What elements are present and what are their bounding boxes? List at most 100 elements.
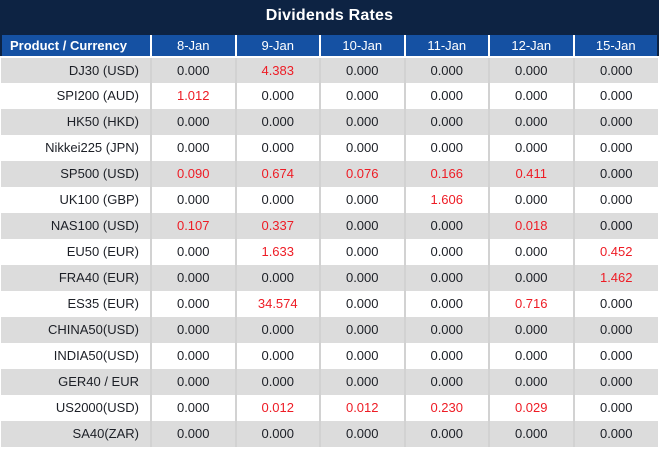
value-cell: 0.337: [235, 212, 321, 239]
value-cell: 0.076: [320, 160, 406, 187]
value-cell: 0.000: [151, 394, 237, 421]
table-row: CHINA50(USD) 0.000 0.000 0.000 0.000 0.0…: [1, 316, 658, 343]
value-cell: 0.107: [151, 212, 237, 239]
dividends-table: Product / Currency 8-Jan 9-Jan 10-Jan 11…: [0, 32, 659, 447]
value-cell: 0.000: [151, 134, 237, 161]
value-cell: 0.000: [404, 316, 490, 343]
product-cell: US2000(USD): [1, 394, 152, 421]
value-cell: 0.000: [489, 56, 575, 83]
value-cell: 0.012: [320, 394, 406, 421]
value-cell: 0.000: [489, 264, 575, 291]
product-cell: Nikkei225 (JPN): [1, 134, 152, 161]
value-cell: 0.000: [151, 186, 237, 213]
value-cell: 0.000: [320, 82, 406, 109]
value-cell: 0.000: [235, 186, 321, 213]
value-cell: 0.018: [489, 212, 575, 239]
product-cell: DJ30 (USD): [1, 56, 152, 83]
value-cell: 0.000: [320, 186, 406, 213]
date-header-2: 9-Jan: [234, 32, 320, 58]
value-cell: 0.000: [599, 348, 633, 363]
value-cell: 0.029: [489, 394, 575, 421]
value-cell: 1.633: [235, 238, 321, 265]
value-cell: 0.000: [320, 134, 406, 161]
value-cell: 0.090: [151, 160, 237, 187]
value-cell: 0.000: [235, 316, 321, 343]
value-cell: 0.000: [489, 420, 575, 447]
value-cell: 0.230: [404, 394, 490, 421]
table-row: SP500 (USD) 0.090 0.674 0.076 0.166 0.41…: [1, 160, 658, 187]
product-cell: HK50 (HKD): [1, 108, 152, 135]
header-row: Product / Currency 8-Jan 9-Jan 10-Jan 11…: [0, 32, 659, 58]
product-cell: INDIA50(USD): [1, 342, 152, 369]
product-cell: FRA40 (EUR): [1, 264, 152, 291]
value-cell: 0.000: [489, 316, 575, 343]
value-cell: 0.000: [320, 420, 406, 447]
value-cell: 0.000: [151, 290, 237, 317]
table-row: NAS100 (USD) 0.107 0.337 0.000 0.000 0.0…: [1, 212, 658, 239]
value-cell: 0.000: [151, 238, 237, 265]
product-cell: EU50 (EUR): [1, 238, 152, 265]
value-cell: 0.012: [235, 394, 321, 421]
value-cell: 4.383: [235, 56, 321, 83]
table-row: Nikkei225 (JPN) 0.000 0.000 0.000 0.000 …: [1, 134, 658, 161]
value-cell: 0.452: [599, 244, 633, 259]
date-header-1: 8-Jan: [150, 32, 236, 58]
value-cell: 0.000: [320, 264, 406, 291]
value-cell: 0.000: [320, 368, 406, 395]
value-cell: 0.000: [151, 342, 237, 369]
table-row: ES35 (EUR) 0.000 34.574 0.000 0.000 0.71…: [1, 290, 658, 317]
value-cell: 0.000: [599, 322, 633, 337]
value-cell: 0.000: [235, 82, 321, 109]
value-cell: 0.000: [404, 82, 490, 109]
table-row: FRA40 (EUR) 0.000 0.000 0.000 0.000 0.00…: [1, 264, 658, 291]
product-cell: CHINA50(USD): [1, 316, 152, 343]
value-cell: 34.574: [235, 290, 321, 317]
table-row: GER40 / EUR 0.000 0.000 0.000 0.000 0.00…: [1, 368, 658, 395]
product-cell: SA40(ZAR): [1, 420, 152, 447]
value-cell: 1.606: [404, 186, 490, 213]
value-cell: 0.000: [404, 108, 490, 135]
value-cell: 0.000: [235, 134, 321, 161]
value-cell: 0.000: [404, 342, 490, 369]
date-header-6: 15-Jan: [572, 32, 659, 58]
product-cell: UK100 (GBP): [1, 186, 152, 213]
value-cell: 0.000: [599, 218, 633, 233]
value-cell: 0.000: [404, 238, 490, 265]
value-cell: 0.000: [599, 62, 633, 78]
product-cell: SPI200 (AUD): [1, 82, 152, 109]
value-cell: 0.000: [235, 264, 321, 291]
value-cell: 0.000: [151, 56, 237, 83]
value-cell: 0.716: [489, 290, 575, 317]
value-cell: 0.000: [404, 264, 490, 291]
value-cell: 0.000: [235, 342, 321, 369]
value-cell: 0.000: [599, 400, 633, 415]
product-cell: ES35 (EUR): [1, 290, 152, 317]
value-cell: 0.000: [320, 342, 406, 369]
value-cell: 0.166: [404, 160, 490, 187]
value-cell: 0.000: [599, 374, 633, 389]
value-cell: 0.000: [404, 420, 490, 447]
date-header-3: 10-Jan: [319, 32, 405, 58]
value-cell: 0.000: [489, 342, 575, 369]
value-cell: 0.000: [235, 420, 321, 447]
product-cell: GER40 / EUR: [1, 368, 152, 395]
value-cell: 0.000: [235, 368, 321, 395]
value-cell: 0.000: [599, 296, 633, 311]
value-cell: 0.000: [404, 368, 490, 395]
value-cell: 0.000: [320, 316, 406, 343]
value-cell: 0.000: [235, 108, 321, 135]
value-cell: 0.674: [235, 160, 321, 187]
value-cell: 0.000: [404, 212, 490, 239]
date-header-4: 11-Jan: [403, 32, 489, 58]
value-cell: 0.000: [151, 368, 237, 395]
value-cell: 0.000: [320, 238, 406, 265]
value-cell: 0.000: [489, 368, 575, 395]
value-cell: 1.012: [151, 82, 237, 109]
value-cell: 0.000: [599, 88, 633, 103]
page-title: Dividends Rates: [265, 7, 394, 24]
table-row: SA40(ZAR) 0.000 0.000 0.000 0.000 0.000 …: [1, 420, 658, 447]
value-cell: 0.000: [599, 192, 633, 207]
value-cell: 0.000: [320, 108, 406, 135]
value-cell: 0.000: [404, 290, 490, 317]
